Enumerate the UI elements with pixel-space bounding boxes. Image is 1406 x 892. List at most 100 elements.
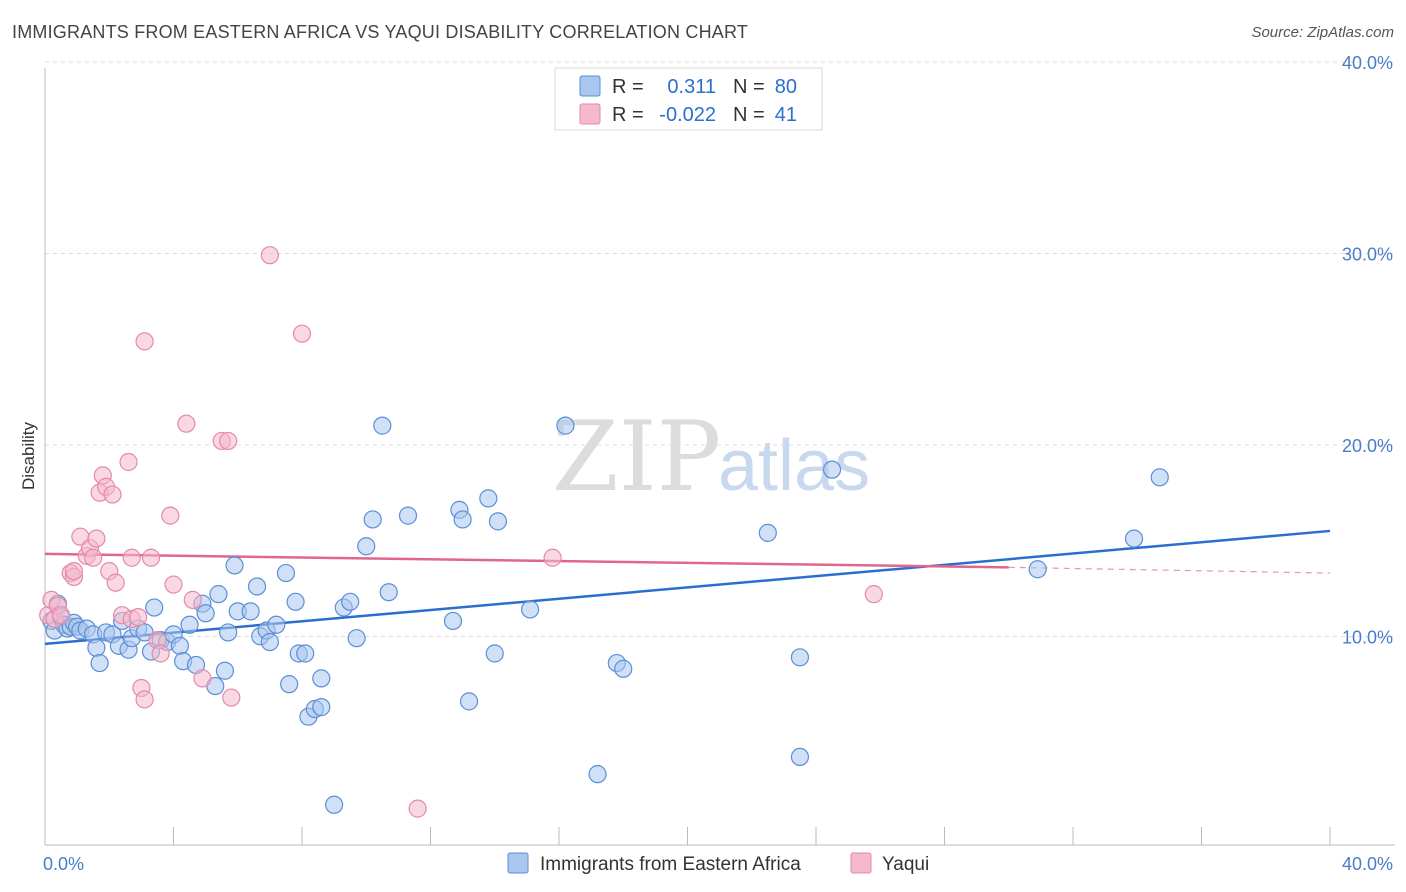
legend-r-label-blue: R = (612, 76, 644, 98)
point-blue-80 (1124, 529, 1144, 548)
point-blue-12 (87, 638, 106, 657)
watermark-zip: ZIP (552, 401, 721, 513)
point-blue-23 (145, 598, 164, 617)
point-blue-36 (219, 623, 238, 642)
legend-n-label-pink: N = (733, 104, 765, 126)
point-blue-62 (398, 506, 418, 525)
point-blue-57 (347, 629, 366, 648)
x-tick-label-0: 0.0% (43, 854, 84, 874)
point-blue-52 (312, 669, 331, 688)
point-pink-29 (151, 644, 170, 663)
point-blue-34 (209, 585, 228, 604)
point-pink-33 (183, 590, 202, 609)
point-blue-46 (280, 675, 299, 694)
point-pink-17 (103, 485, 122, 504)
y-tick-label-0: 10.0% (1342, 628, 1393, 648)
point-pink-30 (161, 506, 180, 525)
point-pink-37 (222, 688, 241, 707)
bottom-legend-swatch-pink (850, 852, 872, 874)
point-blue-81 (1150, 468, 1169, 487)
point-blue-47 (286, 592, 305, 611)
point-blue-70 (520, 600, 540, 619)
watermark-atlas: atlas (718, 426, 870, 506)
point-pink-40 (408, 799, 427, 818)
legend: R = 0.311 N = 80 R = -0.022 N = 41 (554, 67, 823, 131)
point-blue-61 (379, 583, 398, 602)
point-pink-39 (292, 324, 312, 343)
point-blue-69 (488, 512, 508, 531)
point-blue-72 (588, 765, 607, 784)
point-blue-44 (267, 615, 286, 634)
trend-line-pink (44, 552, 1009, 569)
point-blue-76 (790, 747, 810, 767)
point-blue-77 (790, 648, 810, 667)
point-blue-59 (363, 510, 382, 529)
bottom-legend-swatch-blue (507, 852, 529, 874)
data-points (39, 246, 1169, 818)
point-blue-60 (373, 416, 392, 435)
y-axis-label: Disability (19, 421, 38, 490)
point-pink-42 (864, 585, 883, 604)
chart-source: Source: ZipAtlas.com (1251, 24, 1394, 41)
bottom-legend-label-blue: Immigrants from Eastern Africa (540, 854, 801, 875)
point-blue-71 (556, 416, 575, 435)
point-pink-32 (177, 414, 196, 433)
point-blue-40 (247, 577, 267, 596)
point-pink-27 (141, 548, 161, 567)
point-blue-27 (170, 636, 190, 655)
point-blue-39 (241, 602, 260, 621)
point-pink-20 (119, 452, 138, 472)
point-blue-29 (180, 615, 199, 634)
point-pink-31 (164, 575, 183, 594)
bottom-legend: Immigrants from Eastern Africa Yaqui (507, 852, 929, 875)
legend-swatch-pink (579, 103, 601, 125)
legend-r-value-blue: 0.311 (667, 76, 716, 98)
point-pink-25 (135, 690, 154, 709)
point-pink-36 (219, 431, 238, 451)
point-pink-26 (135, 332, 154, 351)
point-blue-54 (325, 795, 344, 814)
point-pink-38 (260, 246, 279, 265)
point-blue-66 (459, 692, 479, 711)
point-pink-22 (122, 548, 141, 567)
point-blue-79 (1028, 560, 1047, 579)
point-blue-56 (341, 592, 360, 611)
legend-n-value-pink: 41 (775, 104, 797, 126)
point-pink-11 (84, 548, 103, 567)
legend-swatch-blue (579, 75, 601, 97)
point-blue-68 (485, 644, 504, 663)
legend-n-value-blue: 80 (775, 76, 797, 98)
legend-r-label-pink: R = (612, 104, 644, 126)
point-pink-23 (129, 608, 148, 627)
x-tick-label-1: 40.0% (1342, 854, 1393, 874)
axes (44, 68, 1395, 846)
point-blue-75 (758, 523, 777, 542)
trend-lines (44, 529, 1331, 646)
point-blue-65 (453, 510, 472, 529)
point-blue-32 (196, 604, 215, 623)
point-blue-49 (296, 644, 315, 663)
point-pink-4 (51, 606, 71, 625)
point-blue-13 (90, 653, 109, 673)
point-blue-58 (357, 537, 376, 556)
point-blue-35 (215, 661, 234, 680)
point-blue-43 (260, 632, 279, 652)
y-tick-label-2: 30.0% (1342, 245, 1393, 265)
point-blue-78 (822, 460, 842, 479)
point-blue-63 (443, 611, 463, 631)
point-blue-45 (276, 563, 296, 583)
point-pink-7 (64, 562, 84, 581)
point-blue-53 (312, 698, 331, 717)
y-tick-label-1: 20.0% (1342, 436, 1393, 456)
bottom-legend-label-pink: Yaqui (882, 854, 929, 875)
point-blue-74 (614, 659, 633, 678)
point-pink-41 (543, 548, 562, 567)
point-blue-67 (479, 489, 498, 508)
point-pink-34 (193, 669, 212, 688)
point-pink-18 (106, 573, 125, 592)
trend-line-blue (44, 529, 1331, 646)
y-tick-label-3: 40.0% (1342, 53, 1393, 73)
chart-title: IMMIGRANTS FROM EASTERN AFRICA VS YAQUI … (12, 22, 749, 42)
legend-r-value-pink: -0.022 (659, 104, 716, 126)
